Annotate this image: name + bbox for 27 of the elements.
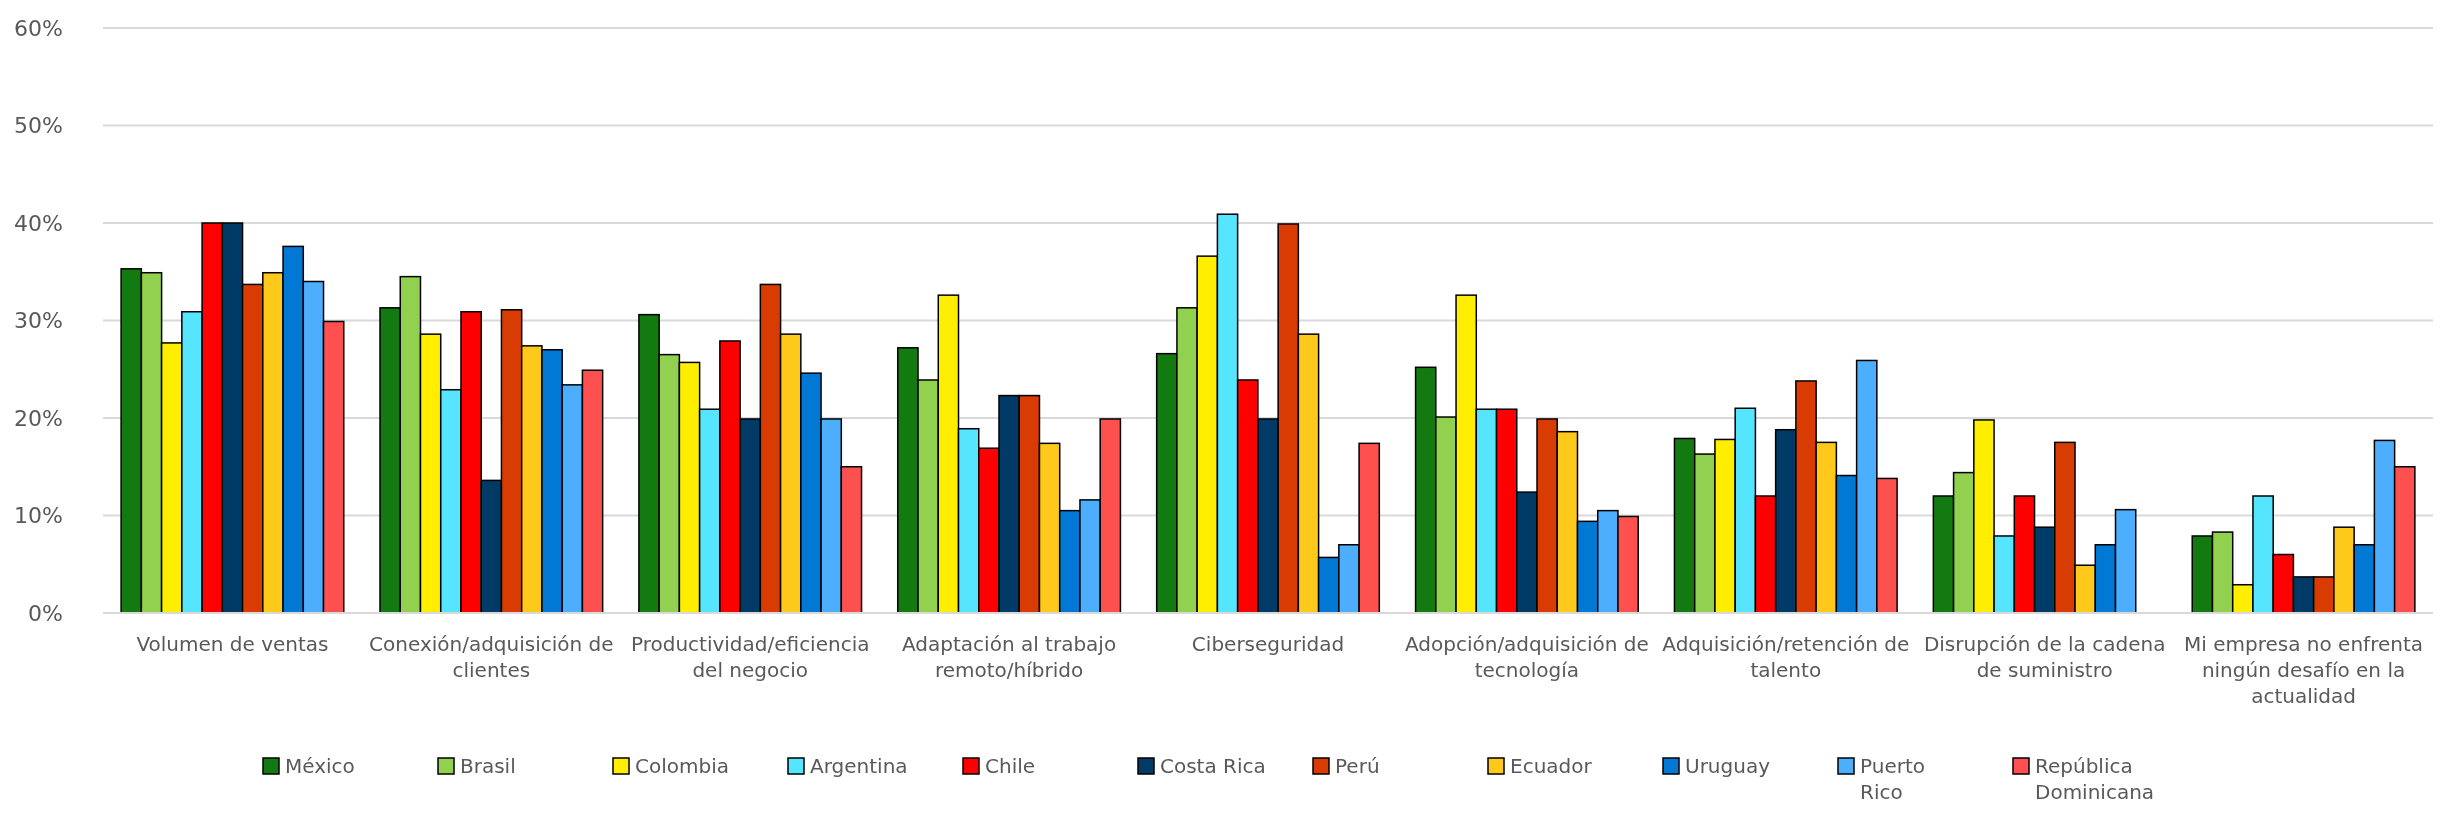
y-tick-label: 30% bbox=[14, 308, 63, 334]
x-tick-label: Ciberseguridad bbox=[1191, 632, 1345, 656]
legend-label: Brasil bbox=[460, 754, 516, 778]
y-tick-label: 20% bbox=[14, 405, 63, 431]
legend-label: Puerto Rico bbox=[1860, 754, 1925, 804]
y-tick-label: 60% bbox=[14, 15, 63, 41]
y-tick-label: 0% bbox=[28, 600, 63, 626]
x-tick-label: Adopción/adquisición de tecnología bbox=[1404, 632, 1649, 682]
x-tick-label: Adaptación al trabajo remoto/híbrido bbox=[902, 632, 1117, 682]
y-tick-label: 10% bbox=[14, 503, 63, 529]
y-tick-label: 50% bbox=[14, 113, 63, 139]
legend-label: Uruguay bbox=[1685, 754, 1771, 778]
legend-label: Costa Rica bbox=[1160, 754, 1266, 778]
x-tick-label: Disrupción de la cadena de suministro bbox=[1923, 632, 2166, 682]
x-tick-label: Volumen de ventas bbox=[136, 632, 329, 656]
legend-label: Colombia bbox=[635, 754, 729, 778]
y-tick-label: 40% bbox=[14, 210, 63, 236]
x-tick-label: Mi empresa no enfrenta ningún desafío en la actualidad bbox=[2184, 632, 2424, 708]
x-tick-label: Conexión/adquisición de clientes bbox=[369, 632, 614, 682]
legend-label: Argentina bbox=[810, 754, 908, 778]
legend-label: Perú bbox=[1335, 754, 1380, 778]
x-tick-label: Productividad/eficiencia del negocio bbox=[630, 632, 870, 682]
legend-label: República Dominicana bbox=[2035, 754, 2155, 804]
legend-label: Ecuador bbox=[1510, 754, 1593, 778]
x-tick-label: Adquisición/retención de talento bbox=[1662, 632, 1910, 682]
legend-label: Chile bbox=[985, 754, 1036, 778]
legend-label: México bbox=[285, 754, 355, 778]
